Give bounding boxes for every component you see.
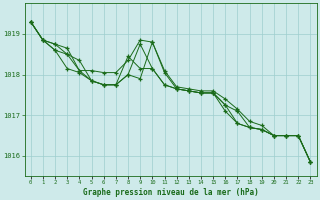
- X-axis label: Graphe pression niveau de la mer (hPa): Graphe pression niveau de la mer (hPa): [83, 188, 259, 197]
